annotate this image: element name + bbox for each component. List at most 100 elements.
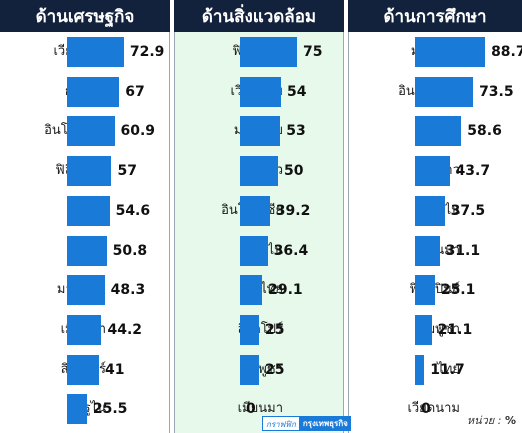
bar-row: เมียนมา31.1	[349, 235, 522, 266]
bar-value-label: 73.5	[479, 83, 514, 100]
bar-row: ไทย 11.7	[349, 354, 522, 385]
unit-symbol: %	[504, 414, 516, 427]
bar-value-label: 25.5	[92, 401, 128, 418]
bar-value-label: 41	[104, 361, 125, 378]
bar-value-label: 48.3	[110, 282, 146, 299]
bar-row: กัมพูชา 21.1	[349, 314, 522, 345]
bar	[240, 156, 278, 187]
bar-row: บรูไน 37.5	[349, 195, 522, 226]
bar	[415, 354, 425, 385]
bar-row: ลาว43.7	[349, 156, 522, 187]
bar-row: สิงคโปร์58.6	[349, 116, 522, 147]
bar-row: ลาว50	[175, 156, 343, 187]
bar	[415, 76, 474, 107]
bar-row: เวียดนาม72.9	[0, 37, 169, 67]
unit-note: หน่วย : %	[467, 411, 516, 429]
bar-value-label: 36.4	[273, 242, 309, 259]
environment-panel-title: ด้านสิ่งแวดล้อม	[174, 0, 344, 32]
bar-row: ไทย 29.1	[175, 275, 343, 306]
bar-row: เวียดนาม54	[175, 76, 343, 107]
bar-value-label: 11.7	[430, 361, 465, 378]
bar-row: เมียนมา 0	[175, 394, 343, 424]
bar-row: อินโดนีเซีย60.9	[0, 116, 169, 147]
bar-row: ฟิลิปปินส์75	[175, 37, 343, 67]
bar	[67, 314, 102, 345]
education-panel-body: มาเลเซีย88.7 อินโดนีเซีย73.5 สิงคโปร์58.6 ล…	[348, 32, 522, 433]
bar-category-label: ไทย	[260, 282, 283, 298]
bar	[67, 354, 99, 385]
bar-value-label: 50.8	[112, 242, 148, 259]
bar-category-label: เวียดนาม	[407, 401, 460, 417]
education-panel: ด้านการศึกษา มาเลเซีย88.7 อินโดนีเซีย73.5…	[348, 0, 522, 433]
bar-row: สิงคโปร์41	[0, 354, 169, 385]
bar-row: มาเลเซีย53	[175, 116, 343, 147]
bar-value-label: 67	[125, 83, 145, 100]
bar	[240, 275, 263, 306]
bar	[67, 275, 105, 306]
bar	[67, 156, 112, 187]
bar-row: ฟิลิปปินส์25.1	[349, 275, 522, 306]
bar	[240, 314, 259, 345]
bar-value-label: 57	[117, 163, 137, 180]
bar-value-label: 25.1	[440, 282, 476, 299]
bar-value-label: 25	[265, 321, 285, 338]
bar	[67, 195, 110, 226]
bar	[240, 235, 268, 266]
bar-row: มาเลเซีย88.7	[349, 37, 522, 67]
bar-value-label: 53	[286, 123, 306, 140]
bar-row: เมียนมา44.2	[0, 314, 169, 345]
bar	[67, 37, 124, 67]
bar	[240, 116, 281, 147]
bar-category-label: เมียนมา	[349, 236, 460, 266]
bar-value-label: 29.1	[268, 282, 303, 299]
bar-value-label: 58.6	[467, 123, 502, 140]
bar-value-label: 88.7	[491, 44, 522, 60]
education-panel-title: ด้านการศึกษา	[348, 0, 522, 32]
bar-value-label: 21.1	[437, 321, 473, 338]
bar	[240, 354, 259, 385]
bar	[240, 76, 282, 107]
bar-value-label: 31.1	[445, 242, 481, 259]
environment-panel-body: ฟิลิปปินส์75 เวียดนาม54 มาเลเซีย53 ลาว50 อิน…	[174, 32, 344, 433]
bar	[415, 195, 445, 226]
bar-value-label: 44.2	[107, 321, 143, 338]
bar-row: สิงคโปร์ 25	[175, 314, 343, 345]
bar	[240, 195, 270, 226]
bar	[67, 116, 115, 147]
bar-value-label: 60.9	[120, 123, 156, 140]
bar	[415, 275, 435, 306]
environment-panel: ด้านสิ่งแวดล้อม ฟิลิปปินส์75 เวียดนาม54 มา…	[174, 0, 344, 433]
bar-value-label: 25	[265, 361, 285, 378]
bar	[240, 37, 297, 67]
bar-row: อินโดนีเซีย39.2	[175, 195, 343, 226]
bar	[415, 37, 486, 67]
bar-row: กัมพูชา 25	[175, 354, 343, 385]
bar	[415, 235, 440, 266]
bar-row: กัมพูชา67	[0, 76, 169, 107]
bar	[67, 235, 107, 266]
bar-value-label: 50	[284, 163, 304, 180]
bar-value-label: 39.2	[275, 202, 311, 219]
bar-row: อินโดนีเซีย73.5	[349, 76, 522, 107]
unit-label-text: หน่วย :	[466, 414, 502, 427]
bar-row: ฟิลิปปินส์57	[0, 156, 169, 187]
bar-value-label: 75	[303, 44, 323, 60]
bar-value-label: 0	[246, 401, 256, 418]
bar-value-label: 72.9	[129, 44, 165, 60]
bar-category-label: เมียนมา	[237, 401, 283, 417]
credit-publisher-label: กรุงเทพธุรกิจ	[299, 416, 351, 431]
bar-category-label: ไทย	[437, 361, 460, 377]
bar-row: เวียดนาม 0	[349, 394, 522, 424]
bar-value-label: 0	[421, 401, 431, 418]
bar-category-label: บรูไน	[75, 401, 106, 417]
bar	[415, 314, 432, 345]
bar-row: ลาว50.8	[0, 235, 169, 266]
bar	[415, 116, 462, 147]
economy-panel: ด้านเศรษฐกิจ เวียดนาม72.9 กัมพูชา67 อินโดน…	[0, 0, 170, 433]
economy-panel-body: เวียดนาม72.9 กัมพูชา67 อินโดนีเซีย60.9 ฟิลิ…	[0, 32, 170, 433]
bar-value-label: 37.5	[450, 202, 486, 219]
bar-value-label: 54	[287, 83, 307, 100]
bar	[415, 156, 450, 187]
economy-panel-title: ด้านเศรษฐกิจ	[0, 0, 170, 32]
bar-row: บรูไน 25.5	[0, 394, 169, 425]
